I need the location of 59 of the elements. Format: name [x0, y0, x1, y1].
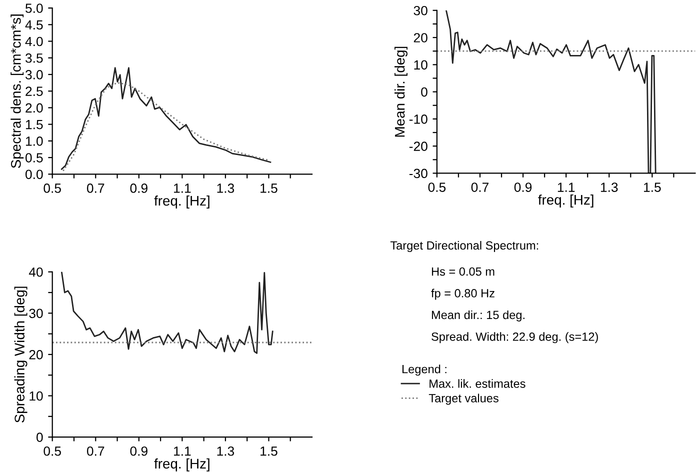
- x-tick-label: 1.1: [174, 446, 191, 456]
- y-axis-title: Mean dir. [deg]: [394, 46, 408, 137]
- x-tick-label: 0.5: [44, 446, 61, 456]
- x-tick-label: 0.7: [86, 184, 104, 193]
- y-tick-label: 10: [414, 60, 428, 70]
- y-axis-title: Spectral dens. [cm*cm*s]: [10, 14, 24, 168]
- x-tick-label: 0.5: [44, 184, 61, 193]
- line-series: [62, 82, 270, 172]
- text: Spread. Width: 22.9 deg. (s=12): [432, 332, 598, 344]
- x-tick-label: 0.9: [514, 182, 532, 192]
- x-tick-label: 0.7: [86, 446, 104, 456]
- y-tick-label: 4.5: [25, 20, 43, 30]
- text: Hs = 0.05 m: [432, 267, 494, 276]
- y-tick-label: 30: [414, 6, 428, 16]
- text: fp = 0.80 Hz: [431, 288, 494, 300]
- y-tick-label: 20: [29, 350, 43, 360]
- x-tick-label: 1.1: [174, 184, 191, 193]
- x-axis-title: freq. [Hz]: [538, 194, 594, 208]
- y-tick-label: 1.5: [26, 120, 43, 130]
- x-tick-label: 1.3: [217, 184, 234, 193]
- x-tick-label: 0.7: [471, 182, 488, 192]
- y-tick-label: 40: [28, 267, 43, 277]
- y-tick-label: -10: [409, 114, 428, 124]
- y-tick-label: 5.0: [26, 4, 43, 13]
- y-tick-label: 3.0: [25, 70, 43, 80]
- x-tick-label: 1.5: [644, 182, 661, 192]
- x-tick-label: 0.9: [130, 184, 148, 193]
- x-tick-label: 1.5: [260, 184, 278, 193]
- x-tick-label: 1.5: [260, 446, 278, 456]
- y-tick-label: 30: [29, 308, 43, 318]
- y-axis-title: Spreading Width [deg]: [14, 286, 28, 423]
- y-tick-label: 0: [36, 432, 43, 442]
- line-series: [60, 272, 274, 354]
- x-axis-title: freq. [Hz]: [154, 458, 210, 472]
- y-tick-label: 2.0: [26, 103, 43, 113]
- text: Mean dir.: 15 deg.: [432, 310, 524, 322]
- y-tick-label: 20: [414, 33, 428, 42]
- y-tick-label: -30: [409, 168, 428, 178]
- legend-label: Max. lik. estimates: [430, 379, 526, 388]
- legend-title: Legend :: [402, 364, 446, 376]
- y-tick-label: 10: [30, 391, 43, 401]
- x-tick-label: 0.5: [428, 182, 446, 192]
- x-tick-label: 1.3: [600, 182, 618, 192]
- text: Target Directional Spectrum:: [390, 240, 538, 252]
- y-tick-label: 0.0: [25, 170, 43, 180]
- x-axis-title: freq. [Hz]: [154, 195, 210, 208]
- x-tick-label: 1.1: [558, 182, 575, 192]
- y-tick-label: 3.5: [25, 53, 43, 63]
- x-tick-label: 0.9: [130, 446, 148, 456]
- y-tick-label: 4.0: [25, 36, 43, 46]
- y-tick-label: 1.0: [26, 136, 43, 146]
- y-tick-label: 0.5: [25, 153, 43, 162]
- y-tick-label: 2.5: [26, 86, 43, 96]
- line-series: [446, 10, 656, 174]
- legend-label: Target values: [428, 394, 498, 405]
- y-tick-label: 0: [421, 87, 428, 97]
- line-series: [60, 67, 272, 170]
- y-tick-label: -20: [409, 142, 428, 151]
- x-tick-label: 1.3: [217, 446, 234, 456]
